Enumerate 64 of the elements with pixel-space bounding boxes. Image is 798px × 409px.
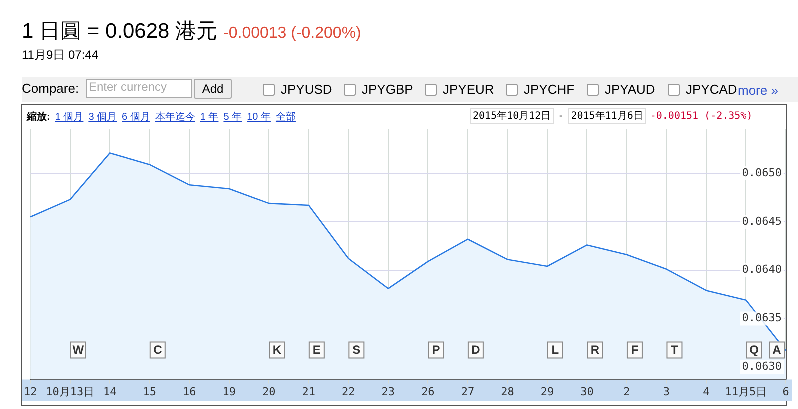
annotation: W	[72, 343, 85, 358]
x-tick-label: 28	[501, 385, 514, 398]
x-tick-label: 10月13日	[46, 385, 95, 398]
text: 2015年11月6日	[568, 108, 646, 124]
y-tick-label: 0.0645	[742, 214, 782, 228]
text: 6 個月	[122, 111, 150, 124]
text: 本年迄今	[155, 110, 196, 124]
text: 1 個月	[55, 111, 84, 124]
annotation: K	[272, 343, 282, 358]
y-tick-label: 0.0640	[742, 263, 782, 276]
annotation: D	[472, 343, 481, 358]
x-tick-label: 27	[461, 385, 475, 398]
x-tick-label: 12	[24, 385, 38, 398]
annotation: L	[552, 343, 560, 358]
x-tick-label: 21	[302, 385, 316, 398]
text: JPYCAD	[686, 82, 738, 97]
annotation: E	[312, 343, 321, 358]
text: -	[558, 110, 564, 122]
text: Add	[194, 79, 232, 99]
text: 全部	[276, 110, 296, 124]
annotation: P	[432, 343, 440, 358]
x-tick-label: 15	[143, 385, 157, 398]
text: Compare:	[22, 81, 80, 96]
x-tick-label: 16	[183, 385, 196, 398]
x-tick-label: 6	[782, 385, 790, 398]
annotation: A	[772, 343, 782, 358]
annotation: Q	[750, 343, 759, 358]
x-tick-label: 26	[422, 385, 435, 398]
x-tick-label: 11月5日	[725, 385, 768, 398]
y-tick-label: 0.0630	[742, 360, 782, 374]
annotation: S	[352, 343, 361, 358]
x-tick-label: 19	[222, 385, 236, 398]
x-tick-label: 20	[262, 385, 276, 398]
annotation: F	[631, 343, 639, 358]
y-tick-label: 0.0635	[742, 312, 782, 325]
text: 5 年	[224, 111, 242, 124]
text: 10 年	[247, 111, 271, 124]
annotation: C	[154, 343, 163, 358]
text: Enter currency	[86, 79, 192, 98]
chart-title: 1 日圓 = 0.0628 港元	[22, 20, 218, 43]
text: JPYAUD	[605, 82, 656, 97]
x-tick-label: 23	[382, 385, 396, 398]
y-tick-label: 0.0650	[742, 166, 782, 180]
x-tick-label: 22	[342, 385, 356, 398]
text: JPYCHF	[524, 82, 575, 97]
text: 11月9日 07:44	[22, 47, 98, 64]
text: JPYUSD	[281, 82, 332, 97]
text: 1 年	[200, 111, 219, 124]
text: -0.00151 (-2.35%)	[650, 110, 753, 122]
text: JPYEUR	[443, 82, 494, 97]
text: 2015年10月12日	[470, 108, 554, 124]
annotation: R	[590, 343, 600, 358]
text: more »	[738, 83, 778, 98]
chart-subtitle: -0.00013 (-0.200%)	[224, 25, 362, 42]
annotation: T	[671, 343, 680, 358]
x-tick-label: 2	[624, 385, 630, 398]
x-tick-label: 14	[104, 385, 118, 398]
x-tick-label: 3	[663, 385, 670, 398]
text: 縮放:	[27, 110, 50, 124]
x-tick-label: 29	[540, 385, 554, 398]
text: JPYGBP	[362, 82, 414, 97]
x-tick-label: 4	[703, 385, 710, 398]
x-tick-label: 30	[580, 385, 594, 398]
text: 3 個月	[88, 111, 118, 124]
